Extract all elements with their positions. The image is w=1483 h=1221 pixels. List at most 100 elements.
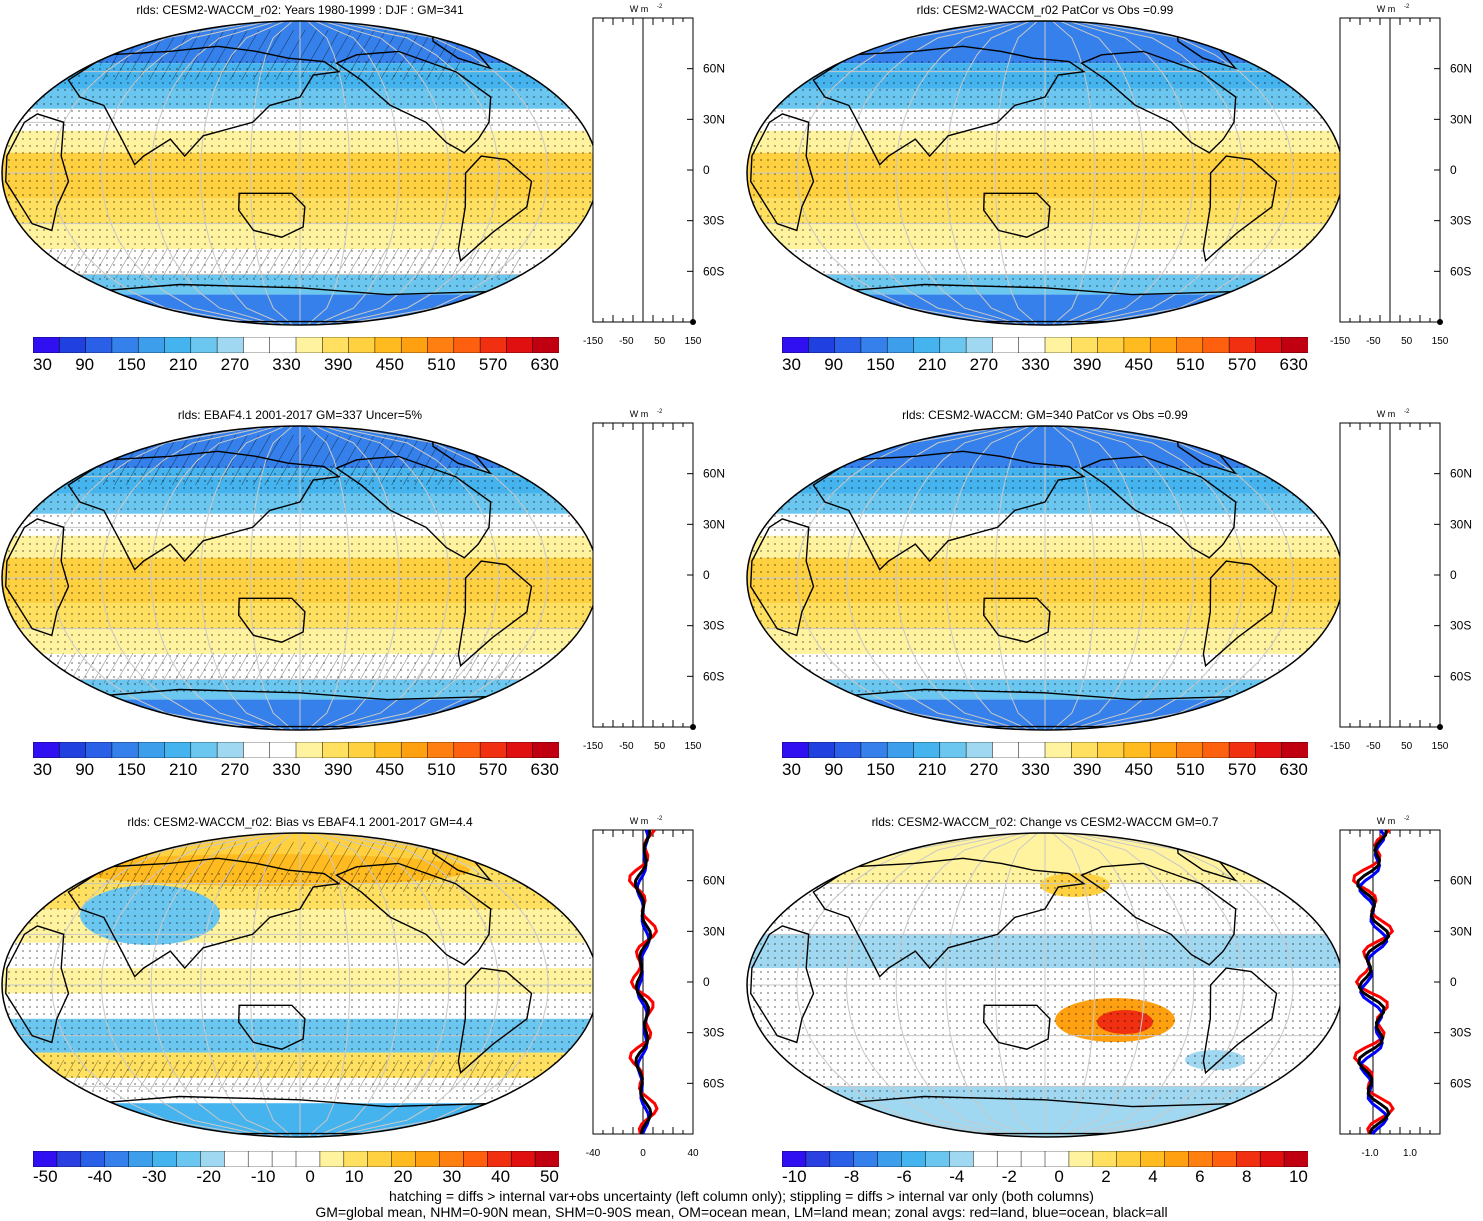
graticule-lon bbox=[51, 21, 263, 325]
footer-line-2: GM=global mean, NHM=0-90N mean, SHM=0-90… bbox=[315, 1204, 1168, 1220]
zonal-x-label: -50 bbox=[619, 741, 634, 752]
colorbar-swatch bbox=[965, 337, 994, 353]
coastline-australia bbox=[982, 1004, 1051, 1050]
zonal-lat-label: 60N bbox=[1450, 467, 1472, 481]
zonal-x-label: -150 bbox=[583, 741, 603, 752]
zonal-lat-label: 60S bbox=[1450, 669, 1471, 683]
zonal-x-label: -1.0 bbox=[1361, 1148, 1379, 1159]
colorbar-swatch bbox=[939, 742, 967, 758]
colorbar-tick-label: 390 bbox=[323, 760, 353, 779]
zonal-lat-label: 60S bbox=[1450, 264, 1471, 278]
coastline-samerica bbox=[1202, 155, 1278, 263]
colorbar-swatch bbox=[1202, 742, 1230, 758]
graticule-lon bbox=[1082, 21, 1294, 325]
colorbar-swatch bbox=[59, 742, 87, 758]
colorbar-tick-label: -10 bbox=[782, 1167, 807, 1186]
colorbar-swatch bbox=[1123, 337, 1151, 353]
colorbar-tick-label: 270 bbox=[969, 760, 999, 779]
zonal-x-label: 150 bbox=[1432, 336, 1449, 347]
coastline-namerica bbox=[335, 455, 492, 559]
colorbar-swatch bbox=[973, 1151, 998, 1167]
graticule-lon bbox=[1067, 833, 1195, 1137]
coastline-australia bbox=[237, 597, 306, 643]
colorbar-swatch bbox=[834, 742, 862, 758]
graticule-lon bbox=[100, 426, 271, 730]
colorbar-swatch bbox=[1188, 1151, 1214, 1167]
zonal-mean-plot: W m -2 60N 30N 0 30S 60S -150 -50 50 150 bbox=[583, 4, 725, 347]
colorbar-tick-label: 90 bbox=[824, 355, 844, 374]
zonal-x-label: 50 bbox=[654, 336, 666, 347]
coastline-eurasia bbox=[812, 450, 1086, 571]
graticule-lon bbox=[200, 21, 286, 325]
colorbar-swatch bbox=[190, 742, 218, 758]
panel-title: rlds: CESM2-WACCM_r02: Change vs CESM2-W… bbox=[871, 815, 1219, 829]
colorbar-tick-label: 570 bbox=[478, 760, 508, 779]
panel-model-djf: rlds: CESM2-WACCM_r02: Years 1980-1999 :… bbox=[0, 0, 740, 380]
graticule-lon bbox=[895, 426, 1023, 730]
colorbar-tick-label: 570 bbox=[478, 355, 508, 374]
coastline-samerica bbox=[457, 967, 533, 1075]
colorbar-tick-label: 90 bbox=[75, 355, 95, 374]
zonal-lat-label: 0 bbox=[703, 163, 710, 177]
colorbar-swatch bbox=[949, 1151, 975, 1167]
zonal-x-label: -150 bbox=[583, 336, 603, 347]
zonal-units: W m bbox=[1377, 816, 1396, 826]
colorbar-swatch bbox=[1202, 337, 1230, 353]
graticule-lon bbox=[1059, 426, 1145, 730]
colorbar-tick-label: 570 bbox=[1227, 355, 1257, 374]
colorbar-tick-label: 330 bbox=[272, 355, 301, 374]
graticule-lon bbox=[150, 833, 278, 1137]
hatch-overlay bbox=[40, 1060, 520, 1090]
colorbar-swatch bbox=[269, 337, 297, 353]
colorbar-swatch bbox=[322, 337, 350, 353]
colorbar-tick-label: 390 bbox=[1072, 355, 1102, 374]
colorbar-tick-label: 630 bbox=[1279, 760, 1308, 779]
coastline-africa bbox=[4, 925, 70, 1044]
colorbar-tick-label: 210 bbox=[169, 760, 198, 779]
colorbar-swatch bbox=[1228, 742, 1257, 758]
colorbar-swatch bbox=[1123, 742, 1151, 758]
colorbar-swatch bbox=[391, 1151, 417, 1167]
coastline-australia bbox=[982, 192, 1051, 238]
colorbar-tick-label: 150 bbox=[866, 355, 895, 374]
coastline-australia bbox=[982, 597, 1051, 643]
colorbar-swatch bbox=[33, 742, 61, 758]
colorbar-swatch bbox=[1092, 1151, 1118, 1167]
colorbar-swatch bbox=[463, 1151, 489, 1167]
colorbar-tick-label: 330 bbox=[1021, 355, 1050, 374]
colorbar-swatch bbox=[400, 742, 429, 758]
zonal-lat-label: 60S bbox=[703, 669, 724, 683]
colorbar bbox=[782, 1151, 1308, 1167]
coastline-africa bbox=[4, 518, 70, 637]
colorbar-tick-label: 630 bbox=[530, 355, 559, 374]
zonal-lat-label: 0 bbox=[1450, 163, 1457, 177]
colorbar-labels: -50 -40 -30 -20 -10 0 10 20 30 40 50 bbox=[33, 1167, 559, 1187]
graticule-lon bbox=[150, 21, 278, 325]
colorbar-tick-label: 270 bbox=[969, 355, 999, 374]
graticule-lon bbox=[51, 426, 263, 730]
colorbar-swatch bbox=[427, 742, 455, 758]
graticule-lon bbox=[845, 833, 1016, 1137]
colorbar-tick-label: 40 bbox=[491, 1167, 511, 1186]
zonal-lat-label: 0 bbox=[1450, 568, 1457, 582]
zonal-lat-label: 0 bbox=[703, 975, 710, 989]
hatch-overlay bbox=[40, 653, 520, 683]
zonal-lat-label: 30S bbox=[1450, 214, 1471, 228]
colorbar bbox=[33, 337, 559, 353]
colorbar-tick-label: 8 bbox=[1242, 1167, 1252, 1186]
colorbar-swatch bbox=[479, 742, 508, 758]
coastline-eurasia bbox=[67, 857, 341, 978]
colorbar-tick-label: 30 bbox=[782, 760, 801, 779]
zonal-endpoint bbox=[1437, 724, 1443, 730]
zonal-x-label: 40 bbox=[687, 1148, 699, 1159]
graticule-lon bbox=[1059, 21, 1145, 325]
colorbar-swatch bbox=[1281, 337, 1308, 353]
panel-title: rlds: CESM2-WACCM_r02 PatCor vs Obs =0.9… bbox=[916, 3, 1174, 17]
colorbar-swatch bbox=[295, 742, 324, 758]
zonal-lat-label: 30S bbox=[703, 214, 724, 228]
graticule-lon bbox=[314, 833, 400, 1137]
colorbar-tick-label: 390 bbox=[323, 355, 353, 374]
graticule-lon bbox=[796, 426, 1008, 730]
colorbar-tick-label: 450 bbox=[375, 760, 404, 779]
colorbar-swatch bbox=[348, 742, 376, 758]
